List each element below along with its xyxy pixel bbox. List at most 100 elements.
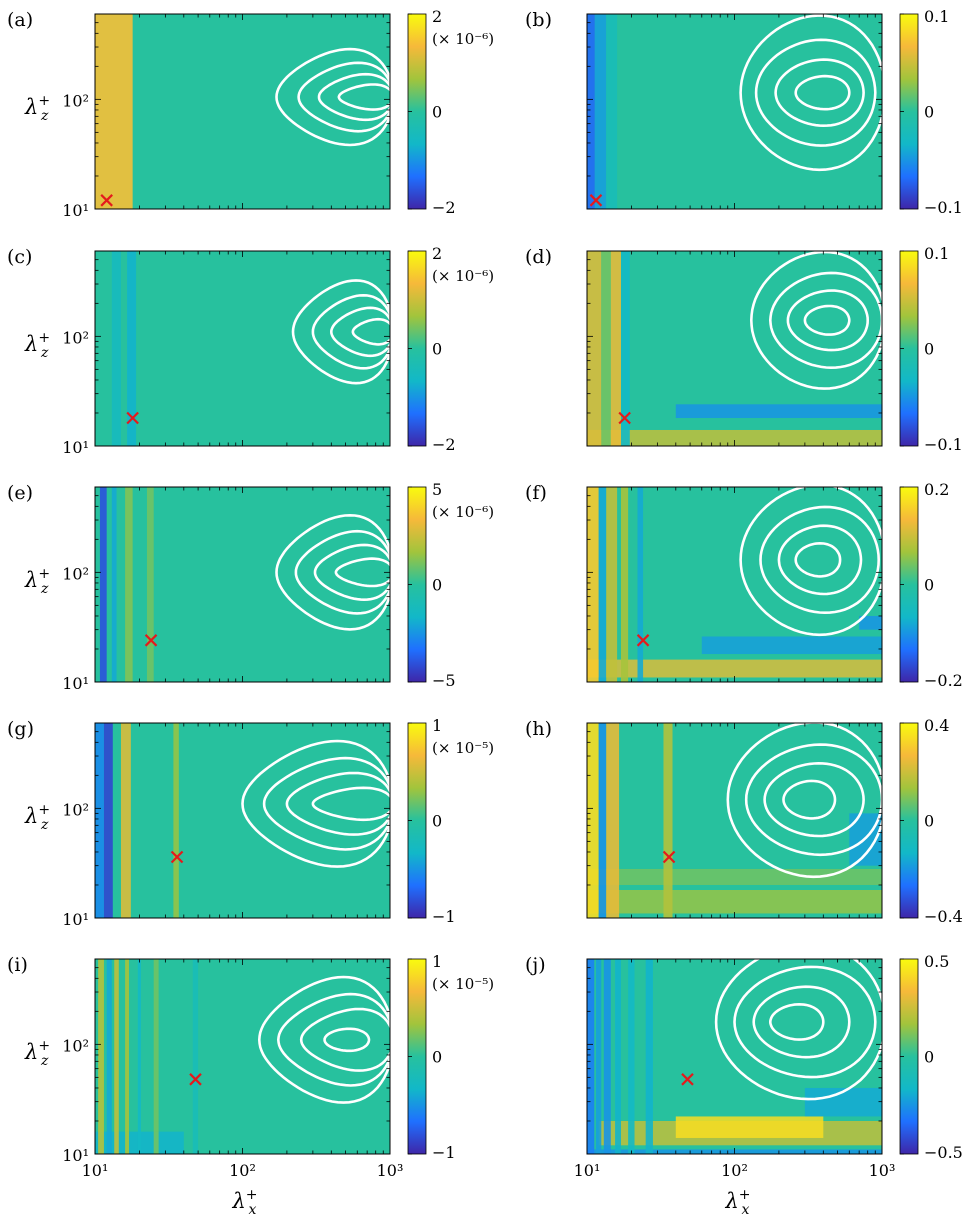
colorbar-tick-label: 0.2 bbox=[924, 480, 949, 499]
panel-a: (a) 10¹ 10² λ+ z 2 0 −2 (× 10⁻⁶) bbox=[7, 7, 494, 220]
contour-line bbox=[351, 317, 390, 346]
heatmap-band bbox=[675, 1116, 824, 1138]
heatmap-band bbox=[675, 404, 882, 419]
contour-line bbox=[777, 524, 863, 596]
peak-marker bbox=[681, 1073, 694, 1086]
contour-line bbox=[768, 271, 882, 370]
colorbar: 1 0 −1 (× 10⁻⁵) bbox=[407, 952, 494, 1162]
axis-ticks bbox=[586, 250, 883, 447]
heatmap-background bbox=[587, 14, 882, 209]
contour-line bbox=[337, 83, 390, 111]
heatmap-background bbox=[95, 14, 390, 209]
y-tick-label: 10¹ bbox=[62, 201, 89, 220]
y-axis-title: λ+ z bbox=[24, 566, 50, 597]
heatmap-stripe bbox=[106, 959, 112, 1154]
heatmap-area bbox=[95, 251, 390, 446]
heatmap-area bbox=[95, 959, 390, 1154]
colorbar: 0.4 0 −0.4 bbox=[899, 716, 963, 926]
y-axis-title: λ+ z bbox=[24, 1038, 50, 1069]
colorbar-tick-label: −1 bbox=[432, 907, 456, 926]
contour-line bbox=[763, 761, 865, 838]
heatmap-stripe bbox=[95, 723, 104, 918]
heatmap-stripe bbox=[587, 723, 599, 918]
contour-line bbox=[262, 756, 390, 851]
y-tick-label: 10² bbox=[62, 800, 89, 819]
panel-h: (h) 0.4 0 −0.4 bbox=[525, 716, 963, 926]
heatmap-stripe bbox=[606, 487, 618, 682]
contour-line bbox=[786, 289, 870, 352]
colorbar-tick-label: −0.4 bbox=[924, 907, 963, 926]
contour-line bbox=[744, 743, 882, 857]
peak-marker bbox=[662, 850, 676, 864]
heatmap-stripe bbox=[125, 959, 129, 1154]
x-tick-label: 10³ bbox=[869, 1161, 896, 1180]
heatmap-area bbox=[587, 959, 882, 1154]
colorbar-tick-label: 0 bbox=[432, 812, 442, 831]
panel-label: (e) bbox=[7, 482, 33, 504]
colorbar-tick-label: 0 bbox=[924, 576, 934, 595]
panel-f: (f) 0.2 0 −0.2 bbox=[525, 480, 963, 690]
panel-d: (d) 0.1 0 −0.1 bbox=[525, 244, 963, 454]
heatmap-stripe bbox=[610, 251, 621, 446]
contour-line bbox=[739, 487, 882, 637]
heatmap-area bbox=[587, 723, 882, 918]
heatmap-area bbox=[587, 251, 882, 446]
contour-line bbox=[241, 739, 390, 868]
colorbar-tick-label: −1 bbox=[432, 1143, 456, 1162]
heatmap-stripe bbox=[606, 723, 620, 918]
contour-line bbox=[768, 1002, 825, 1041]
contour-line bbox=[285, 771, 390, 836]
y-tick-label: 10¹ bbox=[62, 1146, 89, 1165]
heatmap-stripe bbox=[615, 959, 621, 1154]
contour-line bbox=[317, 72, 390, 122]
contour-line bbox=[297, 61, 390, 133]
panel-label: (j) bbox=[525, 954, 546, 976]
heatmap-stripe bbox=[601, 251, 611, 446]
y-axis-title: λ+ z bbox=[24, 330, 50, 361]
colorbar-tick-label: 0.1 bbox=[924, 7, 949, 26]
peak-marker bbox=[100, 194, 113, 207]
x-axis-title-right: λ+ x bbox=[724, 1187, 750, 1218]
heatmap-area bbox=[587, 14, 882, 209]
heatmap-stripe bbox=[98, 959, 104, 1154]
colorbar-tick-label: −0.2 bbox=[924, 671, 963, 690]
colorbar-tick-label: 1 bbox=[432, 952, 442, 971]
heatmap-band bbox=[587, 429, 882, 446]
colorbar-tick-label: 1 bbox=[432, 716, 442, 735]
colorbar-tick-label: 0.5 bbox=[924, 952, 949, 971]
y-tick-label: 10¹ bbox=[62, 910, 89, 929]
heatmap-stripe bbox=[127, 251, 137, 446]
peak-marker bbox=[126, 411, 139, 425]
heatmap-stripe bbox=[587, 251, 602, 446]
heatmap-stripe bbox=[125, 487, 133, 682]
heatmap-stripe bbox=[645, 959, 653, 1154]
heatmap-area bbox=[95, 487, 390, 682]
heatmap-stripe bbox=[598, 723, 607, 918]
heatmap-stripe bbox=[628, 959, 635, 1154]
colorbar-tick-label: 0 bbox=[924, 812, 934, 831]
x-tick-label: 10³ bbox=[377, 1161, 404, 1180]
heatmap-background bbox=[95, 959, 390, 1154]
heatmap-background bbox=[587, 723, 882, 918]
heatmap-stripe bbox=[153, 959, 159, 1154]
y-tick-label: 10² bbox=[62, 328, 89, 347]
y-tick-label: 10² bbox=[62, 564, 89, 583]
contour-line bbox=[714, 959, 882, 1101]
y-tick-label: 10¹ bbox=[62, 438, 89, 457]
x-tick-label: 10² bbox=[229, 1161, 256, 1180]
heatmap-stripe bbox=[587, 959, 595, 1154]
panel-label: (i) bbox=[7, 954, 28, 976]
colorbar: 0.1 0 −0.1 bbox=[899, 244, 963, 454]
heatmap-stripe bbox=[99, 487, 107, 682]
colorbar-tick-label: −0.1 bbox=[924, 435, 963, 454]
colorbar: 0.2 0 −0.2 bbox=[899, 480, 963, 690]
colorbar-tick-label: 0.4 bbox=[924, 716, 949, 735]
axis-ticks bbox=[586, 13, 883, 210]
heatmap-stripe bbox=[120, 723, 131, 918]
colorbar-tick-label: 2 bbox=[432, 244, 442, 263]
heatmap-stripe bbox=[637, 487, 644, 682]
heatmap-band bbox=[859, 615, 882, 630]
panel-j: (j) 10¹ 10² 10³ 0.5 0 −0.5 bbox=[525, 952, 963, 1180]
panel-label: (c) bbox=[7, 246, 32, 268]
